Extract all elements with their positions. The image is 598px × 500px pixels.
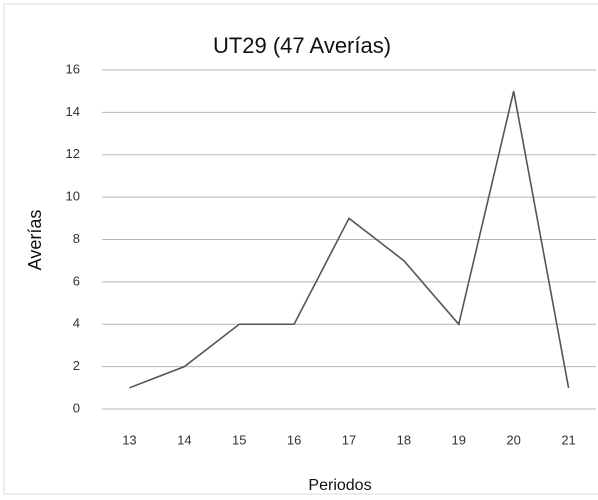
x-tick-label: 14 bbox=[177, 432, 191, 447]
y-tick-label: 16 bbox=[66, 61, 80, 76]
x-axis-label: Periodos bbox=[308, 477, 371, 494]
x-tick-label: 15 bbox=[232, 432, 246, 447]
y-tick-label: 14 bbox=[66, 104, 80, 119]
y-tick-label: 2 bbox=[73, 358, 80, 373]
y-tick-label: 12 bbox=[66, 146, 80, 161]
y-tick-label: 4 bbox=[73, 316, 80, 331]
x-tick-label: 17 bbox=[342, 432, 356, 447]
chart-border bbox=[3, 3, 598, 495]
x-tick-label: 20 bbox=[506, 432, 520, 447]
y-tick-label: 8 bbox=[73, 231, 80, 246]
y-tick-label: 0 bbox=[73, 400, 80, 415]
x-tick-label: 18 bbox=[397, 432, 411, 447]
y-axis-label: Averías bbox=[25, 210, 45, 271]
x-tick-label: 13 bbox=[122, 432, 136, 447]
y-tick-label: 6 bbox=[73, 273, 80, 288]
x-tick-label: 21 bbox=[561, 432, 575, 447]
data-line bbox=[129, 91, 570, 389]
x-tick-label: 16 bbox=[287, 432, 301, 447]
x-tick-label: 19 bbox=[452, 432, 466, 447]
y-tick-label: 10 bbox=[66, 189, 80, 204]
chart-title: UT29 (47 Averías) bbox=[213, 33, 391, 58]
